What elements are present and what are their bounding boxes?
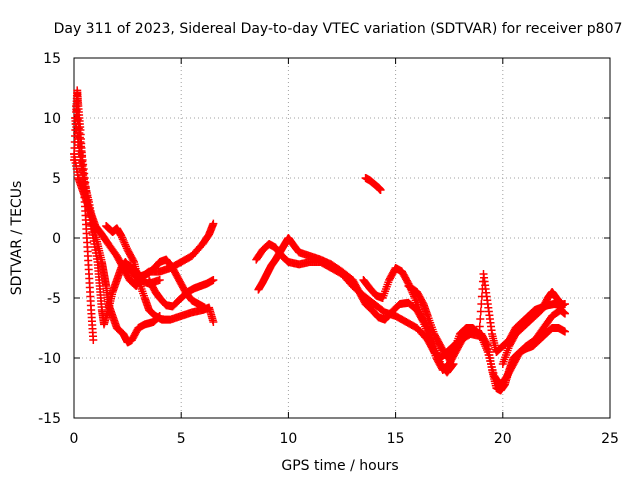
data-point [118,235,127,244]
data-point [558,300,567,309]
y-tick-label: -15 [38,411,61,427]
data-point [117,231,126,240]
y-tick-label: 0 [52,231,61,247]
series-mid-e [498,288,567,368]
x-axis-label: GPS time / hours [281,458,398,474]
series-early-loop-c [123,255,209,312]
y-tick-label: -10 [38,351,61,367]
y-tick-label: 15 [43,51,61,67]
y-tick-label: 5 [52,171,61,187]
data-point [476,307,485,316]
x-tick-label: 10 [279,431,297,447]
data-point [89,336,98,344]
y-tick-label: 10 [43,111,61,127]
y-ticks: -15 -10 -5 0 5 10 15 [38,51,610,427]
chart-title: Day 311 of 2023, Sidereal Day-to-day VTE… [54,21,623,37]
data-point [560,327,569,336]
data-point [121,242,130,251]
data-point [476,315,485,323]
data-point [200,303,209,312]
data-point [117,233,126,242]
data-point [560,309,569,318]
data-points [70,86,569,395]
series-isolated [361,174,385,194]
data-point [121,240,130,249]
data-point [449,360,458,368]
y-tick-label: -5 [47,291,61,307]
series-mid-c [359,264,458,377]
data-point [209,219,218,228]
x-tick-label: 5 [177,431,186,447]
x-tick-label: 20 [494,431,512,447]
data-point [209,276,218,284]
y-axis-label: SDTVAR / TECUs [9,181,25,296]
data-point [376,186,385,194]
series-mid-b [252,240,569,390]
data-point [448,361,457,370]
data-point [209,318,218,326]
series-early-loop-b [145,276,218,311]
data-point [155,276,164,284]
data-point [120,238,129,247]
data-point [557,299,566,308]
data-point [119,237,128,245]
data-point [475,330,484,338]
data-point [475,322,484,331]
x-tick-label: 25 [601,431,619,447]
grid-lines [74,58,610,418]
x-ticks: 0 5 10 15 20 25 [70,58,619,447]
x-tick-label: 15 [387,431,405,447]
series-mid-a [254,234,569,395]
series-early-loop-a [102,222,218,326]
x-tick-label: 0 [70,431,79,447]
data-point [129,256,138,265]
data-point [558,301,567,310]
